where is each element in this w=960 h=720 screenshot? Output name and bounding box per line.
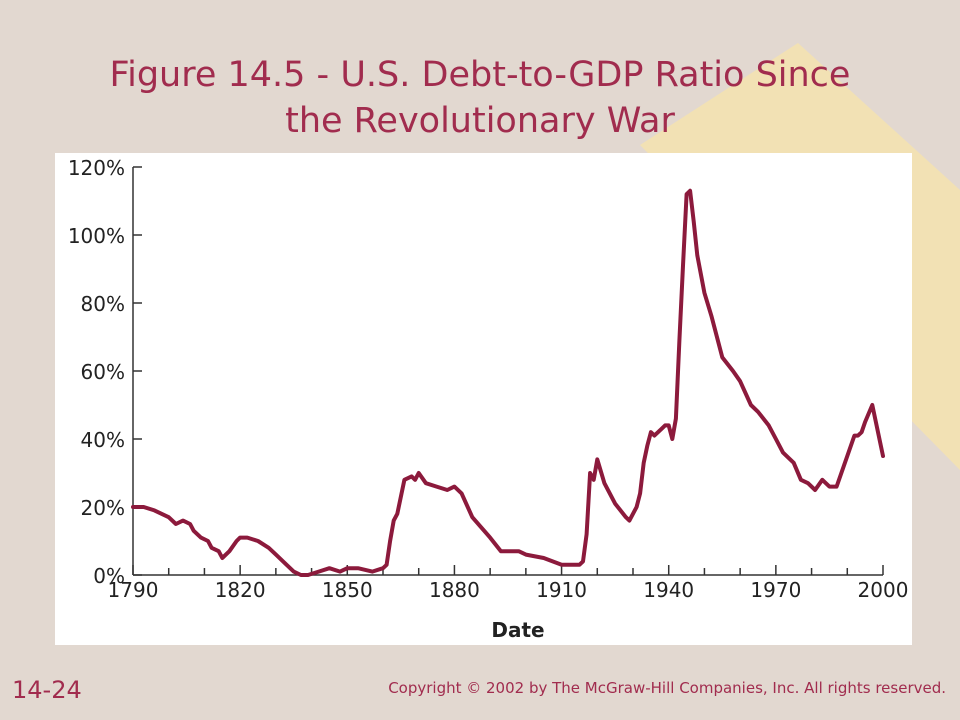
copyright-notice: Copyright © 2002 by The McGraw-Hill Comp… (388, 679, 946, 697)
y-tick-label: 80% (81, 292, 125, 316)
x-axis-ticks: 1790 1820 1850 1880 1910 1940 1970 2000 (108, 565, 909, 602)
y-tick-label: 100% (68, 224, 125, 248)
slide-title-line-1: Figure 14.5 - U.S. Debt-to-GDP Ratio Sin… (109, 55, 851, 95)
x-tick-label: 1850 (322, 578, 373, 602)
y-tick-label: 60% (81, 360, 125, 384)
slide-title-line-2: the Revolutionary War (285, 101, 675, 141)
y-tick-label: 120% (68, 156, 125, 180)
slide-number: 14-24 (12, 676, 82, 704)
x-tick-label: 1970 (750, 578, 801, 602)
x-tick-label: 1790 (108, 578, 159, 602)
debt-to-gdp-chart: 0%20%40%60%80%100%120% 1790 1820 1850 1880 1… (68, 156, 909, 642)
x-tick-label: 1940 (643, 578, 694, 602)
series-line-debt-to-gdp (131, 188, 885, 577)
y-tick-label: 0% (93, 564, 125, 588)
x-tick-label: 1820 (215, 578, 266, 602)
x-tick-label: 1880 (429, 578, 480, 602)
axes (132, 167, 883, 576)
y-tick-label: 40% (81, 428, 125, 452)
y-axis-ticks: 0% 20% 40% 60% 80% 100% 120% (68, 156, 142, 588)
x-tick-label: 1910 (536, 578, 587, 602)
x-tick-label: 2000 (858, 578, 909, 602)
x-axis-label: Date (491, 618, 544, 642)
chart-panel: 0% 20% 40% 60% 80% 100% 120% 1790 1820 1850 1880 1… (55, 153, 912, 645)
slide-title: Figure 14.5 - U.S. Debt-to-GDP Ratio Sin… (40, 52, 920, 144)
y-tick-label: 20% (81, 496, 125, 520)
